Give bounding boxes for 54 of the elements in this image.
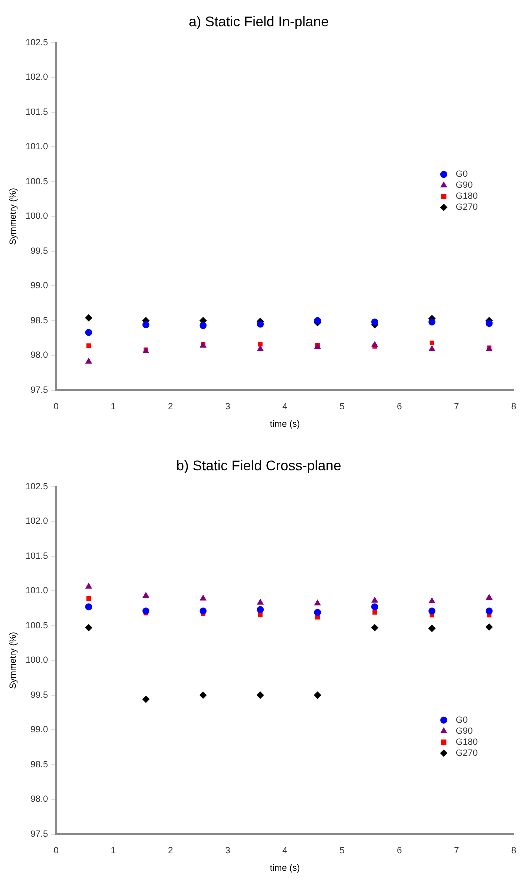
y-tick-label: 100.5 bbox=[26, 620, 48, 630]
y-tick-label: 102.0 bbox=[26, 516, 48, 526]
chart-title: a) Static Field In-plane bbox=[188, 13, 330, 30]
y-tick-label: 102.5 bbox=[26, 37, 48, 48]
x-tick-label: 3 bbox=[225, 845, 230, 856]
y-tick-label: 97.5 bbox=[30, 828, 48, 839]
y-tick-label: 98.5 bbox=[30, 759, 48, 770]
x-tick-label: 0 bbox=[54, 401, 59, 412]
x-tick-label: 7 bbox=[454, 845, 460, 856]
y-axis-title: Symmetry (%) bbox=[8, 188, 18, 246]
legend-label: G0 bbox=[456, 169, 468, 180]
y-tick-label: 98.0 bbox=[30, 794, 48, 804]
x-tick-label: 3 bbox=[225, 401, 230, 412]
legend-label: G90 bbox=[456, 180, 474, 190]
x-axis-title: time (s) bbox=[270, 419, 300, 430]
y-tick-label: 102.5 bbox=[26, 481, 48, 492]
y-tick-label: 99.5 bbox=[30, 246, 48, 256]
y-tick-label: 100.5 bbox=[26, 176, 48, 186]
y-tick-label: 102.0 bbox=[26, 72, 48, 82]
x-tick-label: 1 bbox=[111, 845, 116, 856]
y-tick-label: 98.0 bbox=[30, 350, 48, 360]
x-tick-label: 5 bbox=[340, 401, 345, 412]
legend-label: G0 bbox=[456, 714, 468, 725]
y-axis-title: Symmetry (%) bbox=[8, 632, 18, 690]
x-tick-label: 5 bbox=[340, 845, 345, 856]
chart-title: b) Static Field Cross-plane bbox=[176, 457, 342, 474]
legend-label: G180 bbox=[456, 191, 478, 202]
legend-label: G90 bbox=[456, 726, 474, 736]
x-tick-label: 0 bbox=[54, 845, 59, 856]
x-tick-label: 4 bbox=[282, 845, 288, 856]
x-tick-label: 7 bbox=[454, 401, 460, 412]
y-tick-label: 99.0 bbox=[30, 724, 48, 735]
x-tick-label: 6 bbox=[397, 401, 402, 412]
y-tick-label: 101.0 bbox=[26, 586, 48, 596]
y-tick-label: 101.5 bbox=[26, 550, 48, 561]
x-tick-label: 1 bbox=[111, 401, 116, 412]
legend-label: G270 bbox=[456, 748, 478, 758]
legend-label: G270 bbox=[456, 202, 478, 212]
y-tick-label: 97.5 bbox=[30, 384, 48, 395]
x-tick-label: 2 bbox=[168, 845, 174, 856]
y-tick-label: 100.0 bbox=[26, 211, 48, 222]
x-tick-label: 2 bbox=[168, 401, 174, 412]
y-tick-label: 99.5 bbox=[30, 690, 48, 700]
y-tick-label: 98.5 bbox=[30, 315, 48, 326]
x-tick-label: 8 bbox=[511, 401, 517, 412]
x-tick-label: 4 bbox=[282, 401, 288, 412]
y-tick-label: 100.0 bbox=[26, 655, 48, 666]
y-tick-label: 101.5 bbox=[26, 106, 48, 117]
x-tick-label: 8 bbox=[511, 845, 517, 856]
x-tick-label: 6 bbox=[397, 845, 402, 856]
x-axis-title: time (s) bbox=[270, 863, 300, 874]
y-tick-label: 101.0 bbox=[26, 142, 48, 152]
legend-label: G180 bbox=[456, 736, 478, 747]
y-tick-label: 99.0 bbox=[30, 280, 48, 291]
